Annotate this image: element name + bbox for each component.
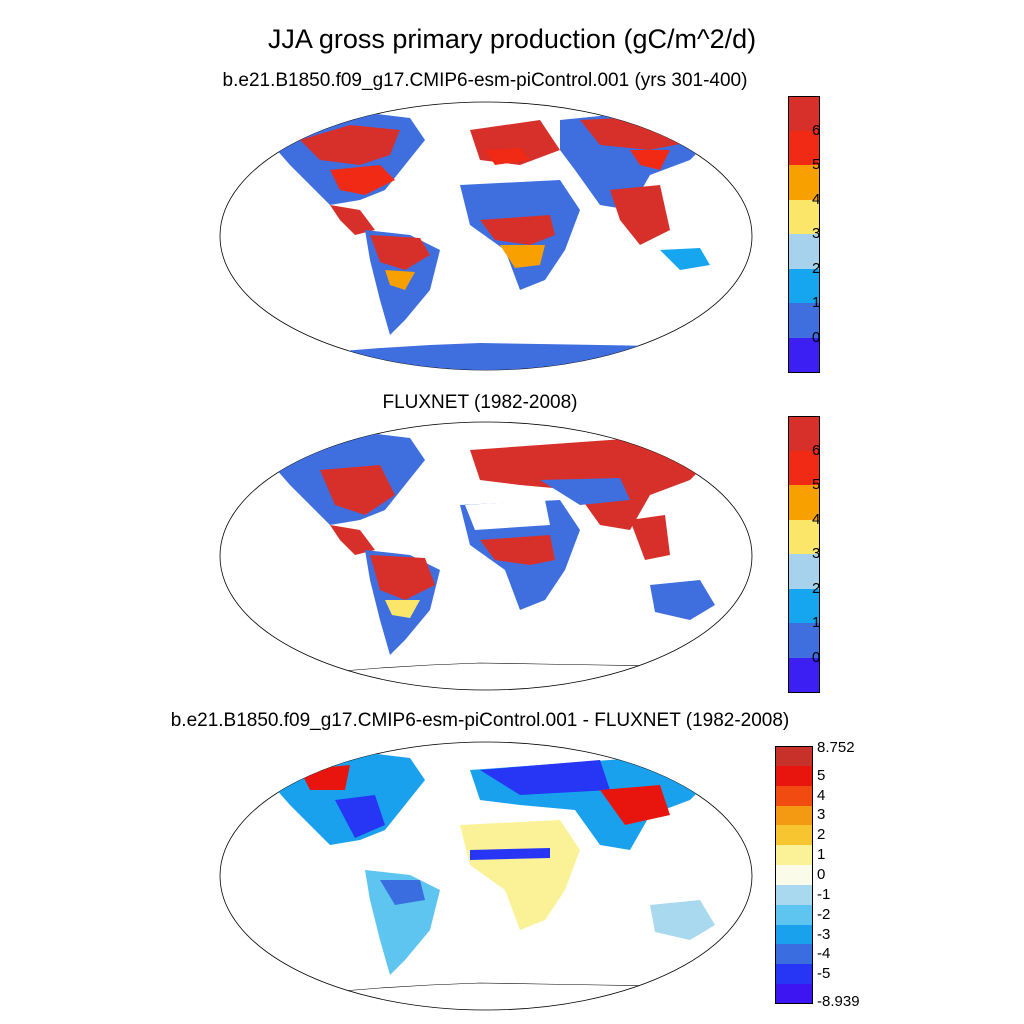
colorbar-swatch	[788, 554, 820, 589]
colorbar-tick-label: -3	[817, 925, 831, 943]
colorbar-swatch	[775, 944, 813, 965]
colorbar-swatch	[775, 865, 813, 886]
colorbar-tick-label: 0	[812, 328, 821, 346]
colorbar-tick-label: 1	[812, 614, 821, 631]
colorbar-tick-label: 1	[817, 846, 826, 864]
colorbar-swatch	[788, 268, 820, 304]
colorbar-swatch	[775, 984, 813, 1005]
colorbar-tick-label: 3	[812, 225, 821, 242]
colorbar-swatch	[775, 825, 813, 846]
colorbar-tick-label: 2	[812, 579, 821, 597]
colorbar-swatch	[775, 785, 813, 807]
colorbar-tick-label: -4	[817, 945, 831, 963]
colorbar-tick-label: 5	[817, 766, 826, 784]
colorbar-tick-label: 1	[812, 294, 821, 311]
colorbar-swatch	[775, 904, 813, 926]
colorbar-swatch	[775, 964, 813, 985]
colorbar-tick-label: 6	[812, 441, 821, 459]
colorbar-tick-label: 2	[812, 259, 821, 277]
colorbar-swatch	[775, 746, 813, 767]
colorbar-tick-label: 0	[817, 866, 826, 883]
colorbar-swatch	[788, 657, 820, 693]
colorbar-tick-label: 6	[812, 121, 821, 139]
panel-title-model: b.e21.B1850.f09_g17.CMIP6-esm-piControl.…	[222, 70, 748, 91]
colorbar-swatch	[788, 234, 820, 269]
map-panel-model	[219, 101, 753, 371]
colorbar-swatch	[775, 805, 813, 826]
colorbar-tick-label: -1	[817, 885, 831, 903]
colorbar-tick-label: 5	[812, 476, 821, 493]
colorbar-difference: 8.752 5 4 3 2 1 0 -1 -2 -3 -4 -5 -8.939	[775, 740, 860, 1010]
colorbar-swatch	[788, 450, 820, 486]
colorbar-swatch	[788, 485, 820, 520]
colorbar-swatch	[788, 337, 820, 373]
colorbar-tick-label: 0	[812, 648, 821, 666]
colorbar-tick-label: 2	[817, 826, 826, 844]
colorbar-swatch	[788, 416, 820, 451]
colorbar-swatch	[788, 165, 820, 200]
colorbar-fluxnet: 6 5 4 3 2 1 0	[788, 416, 821, 693]
colorbar-tick-label: -2	[817, 905, 831, 923]
colorbar-swatch	[775, 765, 813, 787]
colorbar-swatch	[788, 623, 820, 658]
colorbar-tick-label: 5	[812, 156, 821, 173]
colorbar-swatch	[788, 519, 820, 555]
colorbar-swatch	[775, 884, 813, 906]
colorbar-tick-label: -5	[817, 965, 831, 983]
colorbar-tick-label: 8.752	[817, 739, 855, 756]
colorbar-tick-label: 3	[817, 806, 826, 824]
panel-title-difference: b.e21.B1850.f09_g17.CMIP6-esm-piControl.…	[170, 710, 790, 731]
colorbar-model: 6 5 4 3 2 1 0	[788, 96, 821, 373]
colorbar-swatch	[788, 588, 820, 624]
colorbar-tick-label: 4	[812, 510, 821, 528]
map-panel-fluxnet	[219, 421, 753, 691]
map-panel-difference	[219, 741, 753, 1011]
colorbar-swatch	[788, 130, 820, 166]
colorbar-swatch	[775, 845, 813, 866]
panel-title-fluxnet: FLUXNET (1982-2008)	[382, 392, 578, 413]
figure-title: JJA gross primary production (gC/m^2/d)	[267, 24, 757, 54]
colorbar-tick-label: -8.939	[817, 993, 860, 1010]
colorbar-swatch	[788, 303, 820, 338]
land-fill-fluxnet	[268, 432, 752, 690]
colorbar-tick-label: 4	[817, 786, 826, 804]
colorbar-tick-label: 4	[812, 190, 821, 208]
colorbar-swatch	[788, 96, 820, 131]
colorbar-swatch	[788, 199, 820, 235]
colorbar-tick-label: 3	[812, 545, 821, 562]
colorbar-swatch	[775, 924, 813, 945]
